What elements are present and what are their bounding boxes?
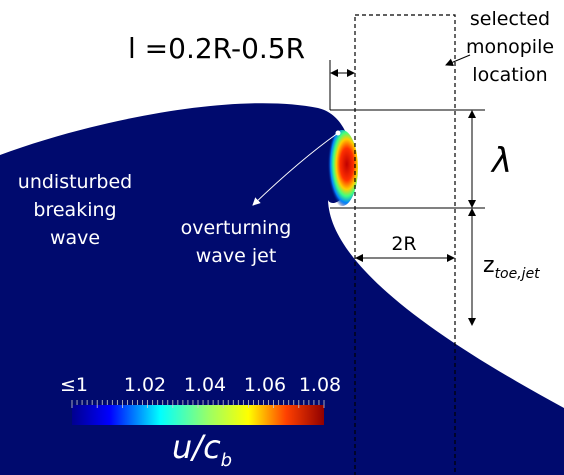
wave-label: breaking: [33, 199, 116, 221]
wave-jet-field: [326, 130, 358, 206]
colorbar-tick-label: ≤1: [60, 374, 88, 396]
wave-label: undisturbed: [18, 171, 132, 193]
colorbar-label-base: u/c: [172, 428, 221, 466]
z-label: ztoe,jet: [483, 253, 540, 282]
gap-label: l =0.2R-0.5R: [128, 32, 305, 65]
colorbar-tick-label: 1.08: [299, 374, 341, 396]
monopile-label: selected: [470, 8, 550, 30]
jet-label: wave jet: [196, 245, 277, 267]
diagram: l =0.2R-0.5R selected monopile location …: [0, 0, 564, 475]
colorbar-label-sub: b: [221, 450, 232, 471]
z-base: z: [483, 253, 495, 278]
lambda-label: λ: [490, 141, 512, 181]
colorbar-tick-label: 1.04: [184, 374, 226, 396]
jet-label: overturning: [181, 217, 292, 239]
z-sub: toe,jet: [495, 266, 541, 282]
monopile-label: location: [472, 64, 547, 86]
colorbar-tick-label: 1.06: [244, 374, 286, 396]
monopile-label: monopile: [466, 36, 554, 58]
two-r-label: 2R: [391, 233, 416, 255]
colorbar-tick-label: 1.02: [124, 374, 166, 396]
wave-label: wave: [50, 227, 100, 249]
